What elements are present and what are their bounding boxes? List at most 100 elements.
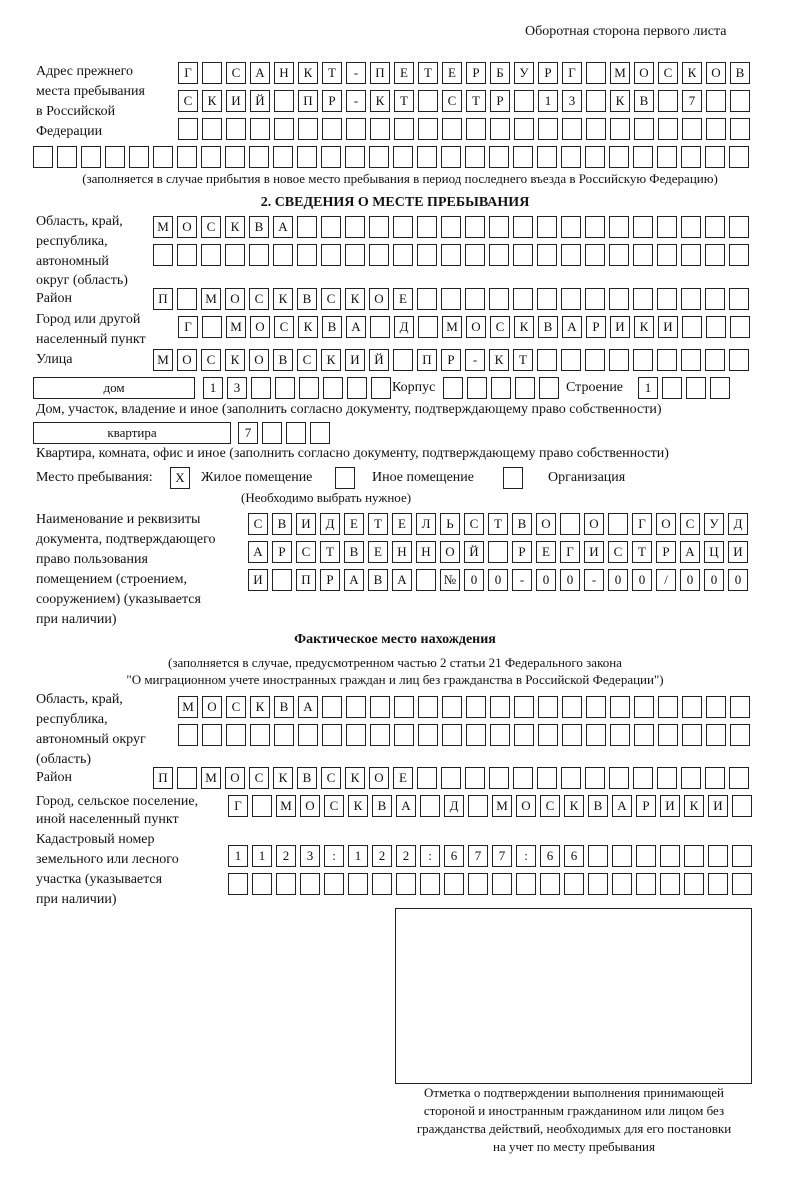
- prev-address-row-4-cell[interactable]: [201, 146, 221, 168]
- prev-address-row-4-cell[interactable]: [129, 146, 149, 168]
- region-row-1-cell[interactable]: [441, 216, 461, 238]
- doc-row-1-cell[interactable]: В: [512, 513, 532, 535]
- doc-row-3-cell[interactable]: /: [656, 569, 676, 591]
- prev-address-row-3-cell[interactable]: [466, 118, 486, 140]
- prev-address-row-2-cell[interactable]: -: [346, 90, 366, 112]
- cadastral-row-2-cell[interactable]: [396, 873, 416, 895]
- cadastral-row-2-cell[interactable]: [228, 873, 248, 895]
- prev-address-row-1-cell[interactable]: Г: [178, 62, 198, 84]
- prev-address-row-1-cell[interactable]: К: [298, 62, 318, 84]
- prev-address-row-4-cell[interactable]: [465, 146, 485, 168]
- prev-address-row-2-cell[interactable]: Й: [250, 90, 270, 112]
- actual-region-row-2-cell[interactable]: [322, 724, 342, 746]
- doc-row-3-cell[interactable]: [416, 569, 436, 591]
- prev-address-row-2-cell[interactable]: Р: [322, 90, 342, 112]
- doc-row-1-cell[interactable]: Г: [632, 513, 652, 535]
- street-row-cell[interactable]: К: [321, 349, 341, 371]
- actual-region-row-2-cell[interactable]: [562, 724, 582, 746]
- doc-row-2-cell[interactable]: В: [344, 541, 364, 563]
- prev-address-row-1-cell[interactable]: Р: [466, 62, 486, 84]
- region-row-2-cell[interactable]: [657, 244, 677, 266]
- cadastral-row-2-cell[interactable]: [252, 873, 272, 895]
- street-row-cell[interactable]: К: [489, 349, 509, 371]
- cadastral-row-1-cell[interactable]: 7: [468, 845, 488, 867]
- district-row-cell[interactable]: [705, 288, 725, 310]
- actual-city-row-cell[interactable]: [420, 795, 440, 817]
- city-row-cell[interactable]: С: [274, 316, 294, 338]
- actual-city-row-cell[interactable]: [732, 795, 752, 817]
- doc-row-2-cell[interactable]: Н: [416, 541, 436, 563]
- cadastral-row-1-cell[interactable]: 2: [396, 845, 416, 867]
- actual-district-row-cell[interactable]: [441, 767, 461, 789]
- prev-address-row-3-cell[interactable]: [658, 118, 678, 140]
- district-row-cell[interactable]: Е: [393, 288, 413, 310]
- actual-city-row-cell[interactable]: Г: [228, 795, 248, 817]
- street-row-cell[interactable]: Й: [369, 349, 389, 371]
- street-row-cell[interactable]: М: [153, 349, 173, 371]
- actual-city-row-cell[interactable]: [468, 795, 488, 817]
- region-row-2-cell[interactable]: [153, 244, 173, 266]
- region-row-1-cell[interactable]: [561, 216, 581, 238]
- prev-address-row-1-cell[interactable]: К: [682, 62, 702, 84]
- region-row-2-cell[interactable]: [561, 244, 581, 266]
- korpus-cells-cell[interactable]: [491, 377, 511, 399]
- prev-address-row-2-cell[interactable]: И: [226, 90, 246, 112]
- prev-address-row-2-cell[interactable]: К: [202, 90, 222, 112]
- prev-address-row-4-cell[interactable]: [513, 146, 533, 168]
- house-number-cells-cell[interactable]: 3: [227, 377, 247, 399]
- actual-city-row-cell[interactable]: С: [324, 795, 344, 817]
- street-row-cell[interactable]: Т: [513, 349, 533, 371]
- prev-address-row-3-cell[interactable]: [490, 118, 510, 140]
- prev-address-row-1-cell[interactable]: [202, 62, 222, 84]
- actual-district-row-cell[interactable]: [609, 767, 629, 789]
- prev-address-row-2-cell[interactable]: К: [370, 90, 390, 112]
- street-row-cell[interactable]: [681, 349, 701, 371]
- region-row-1-cell[interactable]: [609, 216, 629, 238]
- actual-region-row-1-cell[interactable]: [418, 696, 438, 718]
- actual-region-row-2-cell[interactable]: [394, 724, 414, 746]
- actual-district-row-cell[interactable]: [585, 767, 605, 789]
- doc-row-1-cell[interactable]: Л: [416, 513, 436, 535]
- cadastral-row-2-cell[interactable]: [444, 873, 464, 895]
- actual-region-row-1-cell[interactable]: К: [250, 696, 270, 718]
- district-row-cell[interactable]: К: [273, 288, 293, 310]
- actual-city-row-cell[interactable]: В: [588, 795, 608, 817]
- prev-address-row-2-cell[interactable]: [706, 90, 726, 112]
- doc-row-1-cell[interactable]: Д: [728, 513, 748, 535]
- korpus-cells-cell[interactable]: [515, 377, 535, 399]
- region-row-1-cell[interactable]: [393, 216, 413, 238]
- cadastral-row-2-cell[interactable]: [468, 873, 488, 895]
- cadastral-row-2-cell[interactable]: [300, 873, 320, 895]
- district-row-cell[interactable]: [465, 288, 485, 310]
- doc-row-2-cell[interactable]: Т: [632, 541, 652, 563]
- cadastral-row-1-cell[interactable]: [588, 845, 608, 867]
- actual-region-row-2-cell[interactable]: [370, 724, 390, 746]
- district-row-cell[interactable]: [633, 288, 653, 310]
- actual-region-row-1-cell[interactable]: [394, 696, 414, 718]
- prev-address-row-2-cell[interactable]: К: [610, 90, 630, 112]
- city-row-cell[interactable]: С: [490, 316, 510, 338]
- prev-address-row-1-cell[interactable]: -: [346, 62, 366, 84]
- doc-row-2-cell[interactable]: Е: [536, 541, 556, 563]
- prev-address-row-2-cell[interactable]: 3: [562, 90, 582, 112]
- doc-row-3-cell[interactable]: 0: [536, 569, 556, 591]
- doc-row-2-cell[interactable]: И: [728, 541, 748, 563]
- actual-city-row-cell[interactable]: И: [660, 795, 680, 817]
- doc-row-1-cell[interactable]: У: [704, 513, 724, 535]
- region-row-2-cell[interactable]: [201, 244, 221, 266]
- actual-region-row-1-cell[interactable]: [562, 696, 582, 718]
- region-row-1-cell[interactable]: [705, 216, 725, 238]
- cadastral-row-1-cell[interactable]: [612, 845, 632, 867]
- city-row-cell[interactable]: И: [610, 316, 630, 338]
- city-row-cell[interactable]: [202, 316, 222, 338]
- region-row-1-cell[interactable]: С: [201, 216, 221, 238]
- region-row-1-cell[interactable]: М: [153, 216, 173, 238]
- prev-address-row-3-cell[interactable]: [538, 118, 558, 140]
- prev-address-row-1-cell[interactable]: Т: [322, 62, 342, 84]
- house-number-cells-cell[interactable]: [371, 377, 391, 399]
- doc-row-3-cell[interactable]: Р: [320, 569, 340, 591]
- prev-address-row-4-cell[interactable]: [81, 146, 101, 168]
- district-row-cell[interactable]: [729, 288, 749, 310]
- region-row-2-cell[interactable]: [681, 244, 701, 266]
- street-row-cell[interactable]: О: [177, 349, 197, 371]
